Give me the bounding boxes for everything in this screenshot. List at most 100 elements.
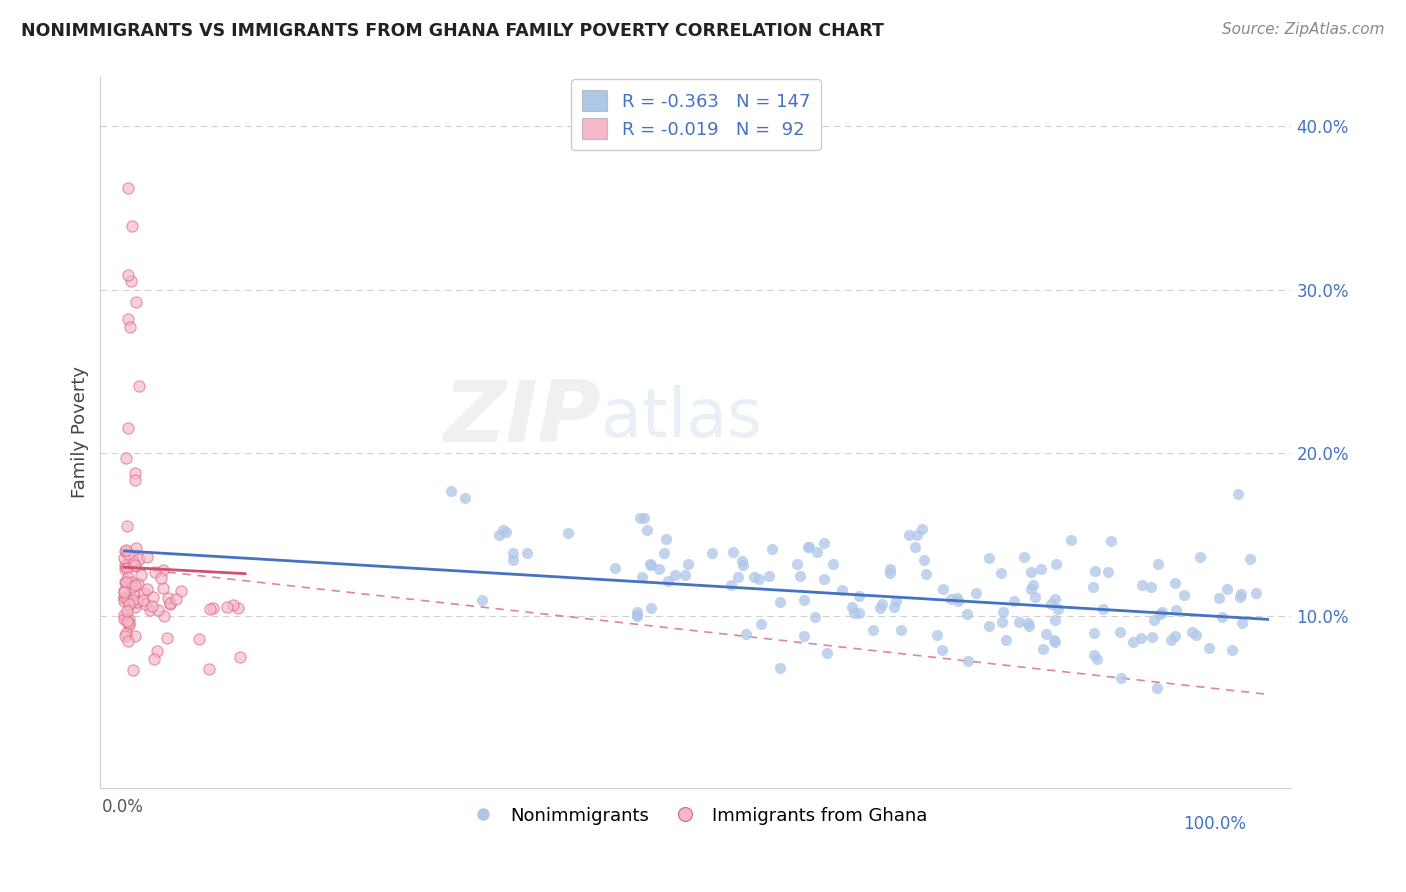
- Point: [911, 523, 934, 537]
- Point: [502, 553, 524, 567]
- Point: [1140, 631, 1163, 645]
- Point: [640, 558, 662, 572]
- Point: [117, 561, 139, 575]
- Point: [152, 581, 174, 595]
- Point: [1040, 598, 1063, 612]
- Point: [159, 596, 181, 610]
- Point: [872, 597, 894, 611]
- Point: [1017, 615, 1039, 630]
- Point: [1230, 587, 1253, 601]
- Point: [1149, 607, 1171, 622]
- Point: [118, 319, 141, 334]
- Point: [1244, 585, 1267, 599]
- Point: [125, 295, 148, 310]
- Point: [132, 586, 155, 600]
- Point: [636, 523, 658, 537]
- Point: [640, 558, 662, 572]
- Point: [1024, 591, 1046, 605]
- Point: [117, 633, 139, 648]
- Point: [114, 626, 136, 640]
- Point: [112, 550, 135, 565]
- Point: [228, 601, 250, 615]
- Point: [806, 544, 828, 558]
- Text: atlas: atlas: [600, 385, 762, 451]
- Point: [1085, 652, 1108, 666]
- Point: [115, 611, 138, 625]
- Point: [115, 592, 138, 607]
- Point: [112, 607, 135, 622]
- Point: [1002, 594, 1025, 608]
- Point: [626, 609, 648, 624]
- Point: [112, 593, 135, 607]
- Point: [655, 532, 678, 546]
- Point: [135, 549, 157, 564]
- Point: [124, 600, 146, 615]
- Point: [502, 546, 524, 560]
- Point: [842, 606, 865, 620]
- Text: 100.0%: 100.0%: [1184, 815, 1247, 833]
- Point: [793, 593, 815, 607]
- Point: [1163, 629, 1185, 643]
- Point: [141, 599, 163, 614]
- Point: [884, 594, 907, 608]
- Point: [1122, 634, 1144, 648]
- Point: [124, 474, 146, 488]
- Point: [673, 568, 696, 582]
- Point: [118, 598, 141, 612]
- Point: [748, 572, 770, 586]
- Point: [731, 558, 754, 572]
- Point: [112, 590, 135, 604]
- Point: [939, 592, 962, 607]
- Point: [904, 541, 927, 555]
- Point: [1021, 578, 1043, 592]
- Point: [1045, 635, 1067, 649]
- Point: [128, 379, 150, 393]
- Point: [1232, 616, 1254, 631]
- Point: [156, 632, 179, 646]
- Point: [1164, 603, 1187, 617]
- Point: [1083, 580, 1105, 594]
- Point: [721, 544, 744, 558]
- Point: [170, 583, 193, 598]
- Point: [979, 619, 1001, 633]
- Point: [157, 591, 180, 605]
- Point: [1060, 533, 1083, 547]
- Point: [931, 642, 953, 657]
- Point: [676, 558, 699, 572]
- Point: [1147, 557, 1170, 571]
- Point: [1173, 588, 1195, 602]
- Point: [946, 591, 969, 605]
- Point: [1143, 613, 1166, 627]
- Point: [114, 574, 136, 589]
- Point: [114, 543, 136, 558]
- Point: [1101, 534, 1123, 549]
- Point: [1216, 582, 1239, 596]
- Point: [965, 586, 987, 600]
- Point: [117, 181, 139, 195]
- Point: [1226, 486, 1249, 500]
- Point: [115, 450, 138, 465]
- Point: [789, 569, 811, 583]
- Point: [124, 629, 146, 643]
- Point: [124, 466, 146, 480]
- Point: [117, 615, 139, 629]
- Point: [139, 603, 162, 617]
- Point: [1198, 640, 1220, 655]
- Point: [142, 590, 165, 604]
- Point: [149, 571, 172, 585]
- Point: [1129, 631, 1152, 645]
- Point: [1211, 609, 1233, 624]
- Point: [813, 572, 835, 586]
- Point: [990, 615, 1012, 629]
- Point: [735, 627, 758, 641]
- Point: [994, 633, 1017, 648]
- Text: Source: ZipAtlas.com: Source: ZipAtlas.com: [1222, 22, 1385, 37]
- Point: [117, 420, 139, 434]
- Point: [127, 577, 149, 591]
- Point: [1152, 605, 1174, 619]
- Point: [1047, 601, 1070, 615]
- Point: [862, 623, 884, 637]
- Point: [112, 612, 135, 626]
- Point: [488, 527, 510, 541]
- Point: [1108, 624, 1130, 639]
